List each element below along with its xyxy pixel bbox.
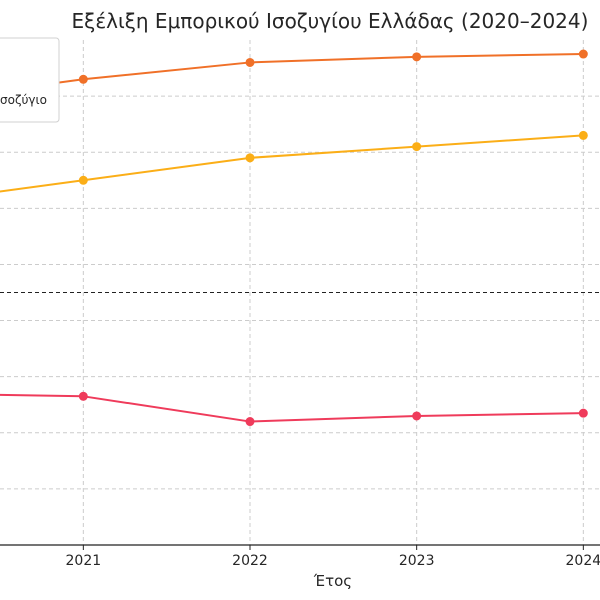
grid bbox=[0, 40, 600, 545]
legend-frame bbox=[0, 37, 60, 123]
series-1-point bbox=[412, 52, 422, 62]
x-tick-label: 2022 bbox=[232, 553, 268, 569]
series-3-point bbox=[578, 408, 588, 418]
legend: σοζύγιο bbox=[0, 37, 60, 123]
series-layer bbox=[0, 49, 588, 427]
series-line-2 bbox=[0, 134, 584, 193]
series-3-point bbox=[412, 411, 422, 421]
series-2-point bbox=[78, 175, 88, 185]
chart-title: Εξέλιξη Εμπορικού Ισοζυγίου Ελλάδας (202… bbox=[72, 9, 589, 33]
series-2-point bbox=[412, 142, 422, 152]
legend-entry-label: σοζύγιο bbox=[0, 93, 47, 107]
series-3-point bbox=[78, 391, 88, 401]
series-1-point bbox=[245, 57, 255, 67]
x-tick-label: 2021 bbox=[66, 553, 102, 569]
x-tick-label: 2023 bbox=[399, 553, 435, 569]
series-3-point bbox=[245, 417, 255, 427]
series-2-point bbox=[245, 153, 255, 163]
x-axis-label: Έτος bbox=[313, 572, 352, 590]
series-1-point bbox=[78, 74, 88, 84]
series-2-point bbox=[578, 130, 588, 140]
x-tick-label: 2024 bbox=[566, 553, 600, 569]
series-1-point bbox=[578, 49, 588, 59]
x-axis: 2021 2022 2023 2024 bbox=[0, 544, 600, 569]
